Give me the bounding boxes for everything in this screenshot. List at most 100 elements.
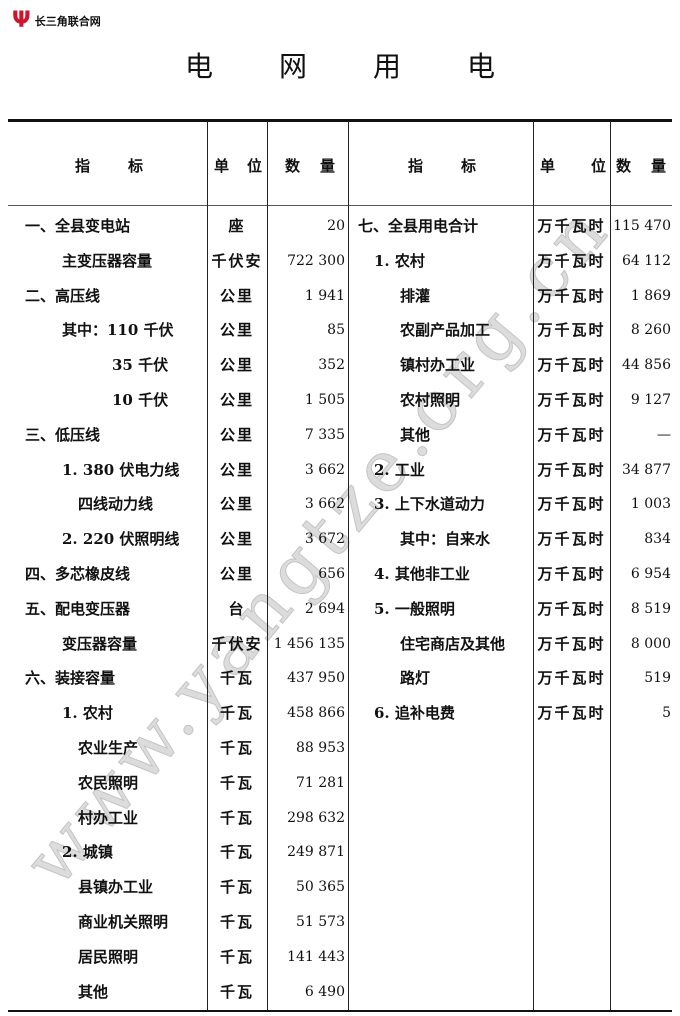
quantity-cell: 1 456 135 bbox=[273, 635, 345, 652]
indicator-label: 其他 bbox=[400, 425, 431, 444]
table-row: 1. 农村 万千瓦时 64 112 bbox=[0, 244, 680, 278]
table-row: 其中：自来水 万千瓦时 834 bbox=[0, 522, 680, 556]
unit-cell: 万千瓦时 bbox=[537, 356, 606, 375]
unit-cell: 万千瓦时 bbox=[537, 704, 606, 723]
unit-cell: 公里 bbox=[219, 425, 254, 444]
indicator-label: 排灌 bbox=[400, 286, 431, 305]
table-row: 农村照明 万千瓦时 9 127 bbox=[0, 383, 680, 417]
unit-cell: 万千瓦时 bbox=[537, 460, 606, 479]
quantity-cell: 1 505 bbox=[304, 392, 345, 408]
indicator-label: 10 千伏 bbox=[112, 391, 169, 409]
table-row: 3. 上下水道动力 万千瓦时 1 003 bbox=[0, 487, 680, 521]
indicator-label: 六、装接容量 bbox=[25, 669, 116, 688]
quantity-cell: 519 bbox=[644, 670, 671, 687]
indicator-label: 住宅商店及其他 bbox=[400, 634, 506, 653]
column-divider bbox=[533, 121, 534, 1010]
unit-cell: 万千瓦时 bbox=[537, 634, 606, 653]
quantity-cell: 1 869 bbox=[630, 287, 671, 304]
indicator-label: 其中：110 千伏 bbox=[62, 321, 174, 340]
indicator-label: 县镇办工业 bbox=[78, 878, 154, 897]
table-row: 商业机关照明 千瓦 51 573 bbox=[0, 905, 680, 939]
header-char: 单 bbox=[214, 157, 230, 175]
header-indicator-left: 指标 bbox=[75, 155, 143, 176]
header-indicator-right: 指标 bbox=[408, 155, 476, 176]
quantity-cell: 9 127 bbox=[630, 392, 671, 408]
quantity-cell: 834 bbox=[644, 531, 671, 548]
quantity-cell: 8 519 bbox=[630, 600, 671, 617]
unit-cell: 千瓦 bbox=[219, 843, 254, 862]
table-row: 5. 一般照明 万千瓦时 8 519 bbox=[0, 592, 680, 626]
quantity-cell: 8 000 bbox=[630, 635, 671, 652]
header-char: 数 bbox=[285, 157, 301, 175]
quantity-cell: 5 bbox=[662, 705, 671, 722]
unit-cell: 千瓦 bbox=[219, 773, 254, 792]
unit-cell: 公里 bbox=[219, 391, 254, 409]
unit-cell: 千瓦 bbox=[219, 669, 254, 688]
table-row: 农业生产 千瓦 88 953 bbox=[0, 731, 680, 765]
unit-cell: 公里 bbox=[219, 321, 254, 340]
indicator-label: 其他 bbox=[78, 982, 109, 1001]
indicator-label: 路灯 bbox=[400, 669, 431, 688]
table-row: 10 千伏 公里 1 505 bbox=[0, 383, 680, 417]
indicator-label: 35 千伏 bbox=[112, 356, 169, 375]
quantity-cell: 3 662 bbox=[304, 496, 345, 513]
table-row: 其中：110 千伏 公里 85 bbox=[0, 313, 680, 347]
indicator-label: 四、多芯橡皮线 bbox=[25, 565, 131, 583]
indicator-label: 居民照明 bbox=[78, 947, 139, 966]
unit-cell: 千瓦 bbox=[219, 739, 254, 757]
quantity-cell: 722 300 bbox=[287, 252, 345, 269]
unit-cell: 万千瓦时 bbox=[537, 286, 606, 305]
quantity-cell: 249 871 bbox=[287, 844, 345, 861]
unit-cell: 万千瓦时 bbox=[537, 599, 606, 618]
table-top-rule bbox=[8, 119, 672, 122]
header-char: 指 bbox=[408, 157, 424, 175]
header-char: 标 bbox=[460, 157, 476, 175]
unit-cell: 万千瓦时 bbox=[537, 425, 606, 444]
unit-cell: 千瓦 bbox=[219, 704, 254, 723]
page-title: 电网用电 bbox=[184, 50, 561, 83]
quantity-cell: 1 003 bbox=[630, 496, 671, 513]
unit-cell: 公里 bbox=[219, 356, 254, 375]
unit-cell: 千伏安 bbox=[211, 634, 263, 653]
unit-cell: 万千瓦时 bbox=[537, 565, 606, 583]
table-row: 二、高压线 公里 1 941 bbox=[0, 279, 680, 313]
quantity-cell: 64 112 bbox=[622, 252, 671, 269]
indicator-label: 商业机关照明 bbox=[78, 913, 169, 931]
indicator-label: 农民照明 bbox=[78, 773, 139, 792]
indicator-label: 七、全县用电合计 bbox=[358, 217, 479, 235]
unit-cell: 万千瓦时 bbox=[537, 321, 606, 340]
table-row: 村办工业 千瓦 298 632 bbox=[0, 801, 680, 835]
unit-cell: 座 bbox=[228, 217, 246, 235]
quantity-cell: 115 470 bbox=[613, 218, 671, 234]
header-char: 量 bbox=[650, 157, 666, 175]
quantity-cell: 71 281 bbox=[296, 774, 345, 791]
table-row: 三、低压线 公里 7 335 bbox=[0, 418, 680, 452]
indicator-label: 四线动力线 bbox=[78, 495, 154, 514]
header-char: 标 bbox=[127, 157, 143, 175]
indicator-label: 1. 农村 bbox=[374, 251, 425, 270]
unit-cell: 千瓦 bbox=[219, 878, 254, 897]
quantity-cell: 7 335 bbox=[304, 426, 345, 443]
unit-cell: 万千瓦时 bbox=[537, 669, 606, 688]
unit-cell: 千瓦 bbox=[219, 913, 254, 931]
table-row: 排灌 万千瓦时 1 869 bbox=[0, 279, 680, 313]
quantity-cell: 437 950 bbox=[287, 670, 345, 687]
quantity-cell: 44 856 bbox=[622, 357, 671, 374]
indicator-label: 农业生产 bbox=[78, 739, 139, 757]
indicator-label: 2. 220 伏照明线 bbox=[62, 530, 180, 549]
table-row: 35 千伏 公里 352 bbox=[0, 348, 680, 382]
unit-cell: 万千瓦时 bbox=[537, 530, 606, 549]
unit-cell: 公里 bbox=[219, 495, 254, 514]
unit-cell: 万千瓦时 bbox=[537, 217, 606, 235]
quantity-cell: 298 632 bbox=[287, 809, 345, 826]
indicator-label: 2. 工业 bbox=[374, 460, 425, 479]
indicator-label: 农副产品加工 bbox=[400, 321, 491, 340]
table-row: 路灯 万千瓦时 519 bbox=[0, 661, 680, 695]
indicator-label: 村办工业 bbox=[78, 808, 139, 827]
unit-cell: 公里 bbox=[219, 286, 254, 305]
indicator-label: 其中：自来水 bbox=[400, 530, 491, 549]
unit-cell: 千瓦 bbox=[219, 808, 254, 827]
quantity-cell: 8 260 bbox=[630, 322, 671, 339]
table-row: 镇村办工业 万千瓦时 44 856 bbox=[0, 348, 680, 382]
indicator-label: 2. 城镇 bbox=[62, 843, 113, 862]
